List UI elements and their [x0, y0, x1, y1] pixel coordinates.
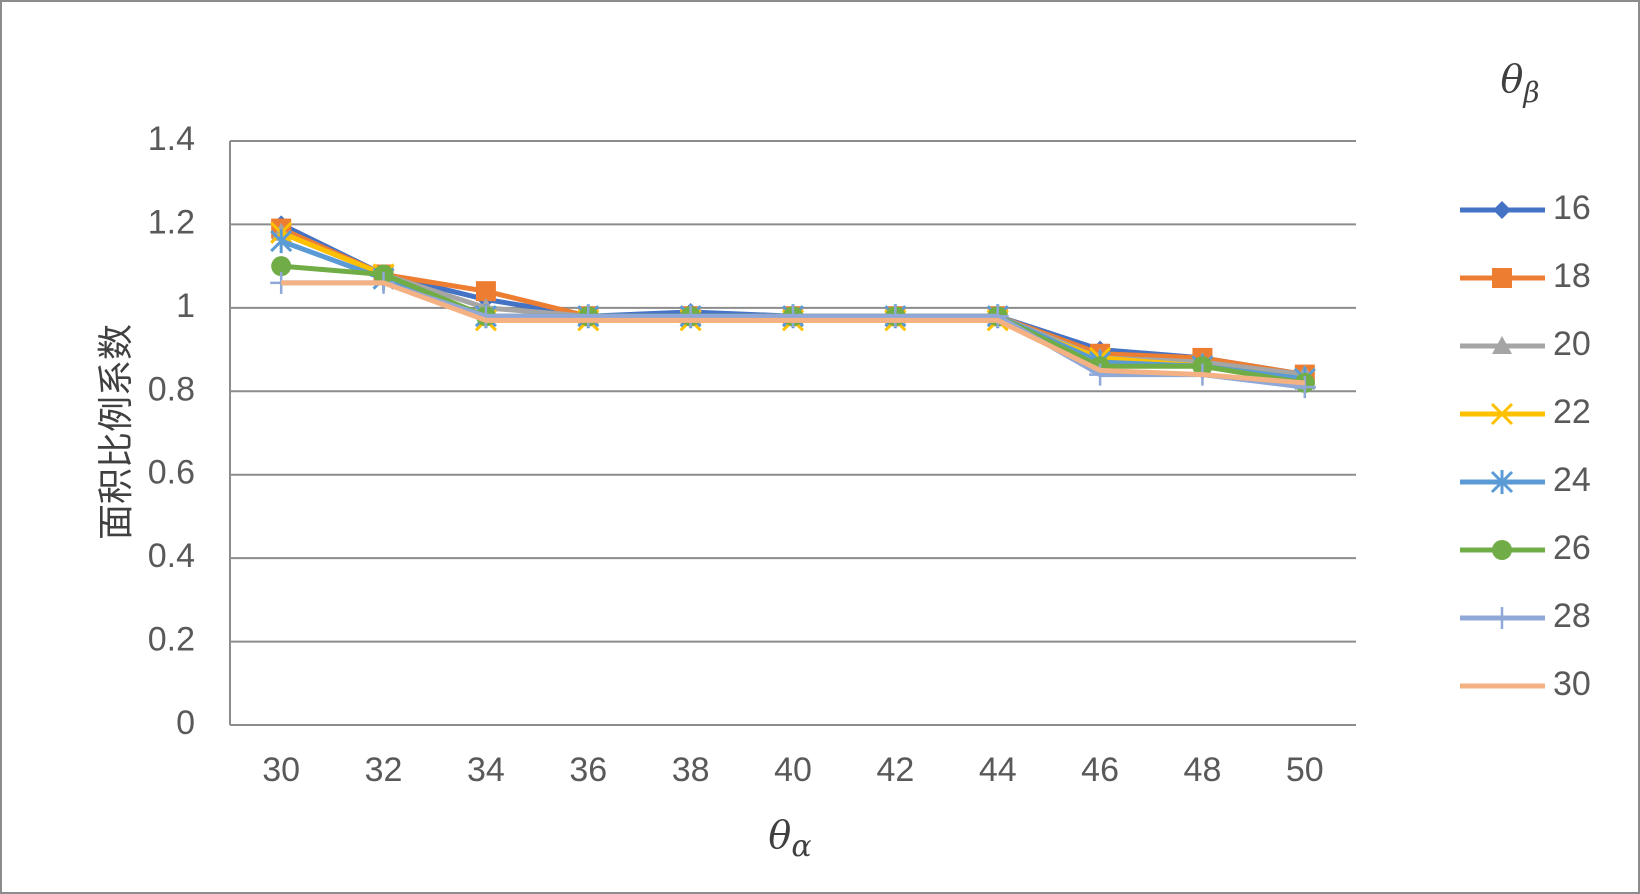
x-tick-label: 44 [979, 751, 1017, 789]
data-point-24-30 [270, 229, 293, 254]
y-axis-ticks: 0 0.2 0.4 0.6 0.8 1 1.2 1.4 [148, 120, 195, 742]
y-tick-label: 0.4 [148, 537, 195, 575]
legend-label: 20 [1553, 325, 1591, 363]
legend-item-30: 30 [1460, 665, 1591, 703]
legend-item-28: 28 [1460, 597, 1591, 635]
data-point-28-38 [679, 305, 702, 328]
data-point-28-42 [884, 305, 907, 328]
y-tick-label: 1 [176, 287, 195, 325]
y-tick-label: 0.2 [148, 621, 195, 659]
legend-label: 18 [1553, 257, 1591, 295]
legend-marker [1490, 470, 1514, 494]
x-axis-label-symbol: θ [768, 813, 791, 857]
legend-marker [1492, 268, 1512, 288]
data-point-26-30 [271, 256, 292, 277]
y-tick-label: 1.2 [148, 203, 195, 241]
data-point-28-40 [782, 305, 804, 328]
legend-marker [1492, 540, 1512, 560]
legend-item-20: 20 [1460, 325, 1591, 363]
x-tick-label: 40 [774, 751, 812, 789]
x-tick-label: 46 [1081, 751, 1119, 789]
x-tick-label: 34 [467, 751, 505, 789]
series-line-30 [281, 280, 1306, 386]
y-tick-label: 0.6 [148, 454, 195, 492]
x-tick-label: 38 [672, 751, 710, 789]
x-tick-label: 36 [569, 751, 607, 789]
legend-title-symbol: θ [1500, 57, 1523, 101]
data-point-28-46 [1089, 363, 1112, 386]
legend-label: 26 [1553, 529, 1591, 567]
y-tick-label: 0 [176, 704, 195, 742]
data-point-28-50 [1293, 376, 1316, 399]
legend-item-16: 16 [1460, 189, 1591, 227]
y-tick-label: 1.4 [148, 120, 195, 158]
legend-title-sub: β [1522, 76, 1539, 109]
series-group [270, 215, 1316, 399]
legend-label: 24 [1553, 461, 1591, 499]
data-point-28-36 [577, 305, 600, 328]
legend-marker [1492, 336, 1512, 354]
y-tick-label: 0.8 [148, 370, 195, 408]
y-axis-label: 面积比例系数 [96, 324, 137, 540]
legend-item-22: 22 [1460, 393, 1591, 431]
legend-label: 22 [1553, 393, 1591, 431]
x-tick-label: 48 [1184, 751, 1222, 789]
data-point-18-34 [475, 281, 496, 302]
x-axis-label-sub: α [791, 829, 811, 864]
legend-label: 16 [1553, 189, 1591, 227]
x-tick-label: 30 [262, 751, 300, 789]
legend-item-26: 26 [1460, 529, 1591, 567]
legend-marker [1490, 402, 1514, 426]
series-30 [281, 280, 1306, 386]
x-axis-label: θα [768, 813, 811, 864]
legend-marker [1493, 201, 1511, 219]
legend-label: 30 [1553, 665, 1591, 703]
legend-label: 28 [1553, 597, 1591, 635]
legend-item-18: 18 [1460, 257, 1591, 295]
data-point-28-44 [986, 305, 1009, 328]
gridlines [229, 140, 1356, 726]
x-tick-label: 32 [365, 751, 403, 789]
x-axis-ticks: 30 32 34 36 38 40 42 44 46 48 50 [262, 751, 1323, 789]
series-20 [271, 222, 1315, 383]
x-tick-label: 42 [876, 751, 914, 789]
x-tick-label: 50 [1286, 751, 1324, 789]
legend-marker [1491, 607, 1513, 629]
legend-title: θβ [1500, 57, 1539, 109]
legend-item-24: 24 [1460, 461, 1591, 499]
legend: 16 18 20 22 24 26 28 30 [1460, 189, 1591, 703]
